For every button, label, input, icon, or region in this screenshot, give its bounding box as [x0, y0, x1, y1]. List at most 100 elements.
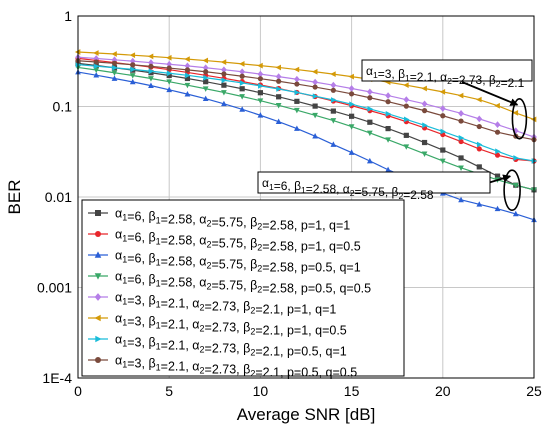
data-point	[184, 82, 191, 89]
data-point	[239, 68, 246, 76]
data-point	[202, 95, 209, 102]
data-point	[458, 165, 464, 171]
data-point	[257, 112, 264, 118]
series-line	[77, 66, 535, 191]
data-point	[367, 95, 373, 101]
data-point	[275, 64, 281, 71]
x-tick-label: 10	[253, 383, 269, 399]
data-point	[330, 118, 337, 124]
annotation-1: α1=3, β1=2.1, α2=2.73, β2=2.1	[361, 59, 533, 140]
series-7	[75, 61, 538, 164]
series-3	[75, 68, 537, 223]
data-point	[403, 82, 409, 89]
data-point	[294, 107, 300, 114]
data-point	[330, 71, 336, 77]
data-point	[166, 86, 173, 93]
series-4	[75, 65, 537, 193]
data-point	[348, 149, 355, 155]
legend-label: α1=6, β1=2.58, α2=5.75, β2=2.58, p=1, q=…	[115, 207, 350, 233]
data-point	[294, 81, 300, 87]
data-point	[439, 158, 446, 165]
data-point	[458, 109, 464, 117]
data-point	[312, 112, 318, 119]
data-point	[276, 94, 282, 100]
data-point	[476, 146, 482, 152]
data-point	[93, 63, 100, 70]
data-point	[294, 75, 300, 83]
y-tick-label: 0.01	[45, 189, 72, 205]
data-point	[93, 55, 100, 62]
data-point	[349, 113, 355, 119]
plot-frame	[77, 15, 535, 379]
data-point	[221, 77, 228, 84]
data-point	[403, 103, 409, 109]
data-point	[495, 148, 501, 155]
legend: α1=6, β1=2.58, α2=5.75, β2=2.58, p=1, q=…	[81, 199, 405, 380]
data-point	[385, 92, 391, 99]
data-point	[366, 88, 373, 96]
data-point	[348, 85, 355, 92]
data-point	[221, 100, 227, 107]
data-point	[111, 60, 118, 66]
legend-label: α1=3, β1=2.1, α2=2.73, β2=2.1, p=1, q=0.…	[115, 312, 347, 338]
data-point	[111, 51, 117, 57]
series-layer	[74, 49, 538, 223]
data-point	[166, 70, 173, 77]
data-point	[166, 54, 172, 61]
data-point	[129, 78, 136, 85]
data-point	[184, 67, 191, 73]
data-point	[202, 86, 209, 92]
data-point	[111, 70, 118, 76]
tick-labels: 0 5 10 15 20 25 1 0.1 0.01 0.001 1E-4	[37, 8, 542, 399]
data-point	[203, 74, 209, 81]
x-tick-label: 0	[74, 383, 82, 399]
data-point	[111, 75, 118, 81]
data-point	[366, 157, 373, 164]
data-point	[148, 76, 154, 82]
data-point	[440, 113, 446, 119]
data-point	[439, 89, 446, 95]
series-line	[77, 60, 535, 141]
x-tick-label: 15	[344, 383, 360, 399]
annotation-text: α1=3, β1=2.1, α2=2.73, β2=2.1	[366, 64, 525, 90]
data-point	[458, 138, 464, 145]
y-tick-label: 1E-4	[42, 370, 72, 386]
data-point	[221, 66, 227, 74]
annotation-box	[361, 59, 533, 82]
data-point	[348, 124, 355, 130]
data-point	[385, 99, 391, 105]
legend-label: α1=3, β1=2.1, α2=2.73, β2=2.1, p=0.5, q=…	[115, 333, 347, 359]
data-point	[93, 50, 99, 56]
series-line	[77, 71, 535, 221]
data-point	[257, 76, 263, 82]
data-point	[312, 93, 319, 100]
data-point	[166, 65, 172, 71]
data-point	[276, 86, 282, 92]
x-tick-label: 5	[165, 383, 173, 399]
data-point	[239, 86, 245, 92]
data-point	[293, 66, 300, 73]
data-point	[440, 128, 446, 135]
data-point	[239, 94, 246, 100]
data-point	[148, 59, 154, 67]
data-point	[130, 62, 136, 68]
data-point	[494, 205, 501, 212]
series-8	[75, 58, 537, 143]
y-tick-label: 1	[64, 8, 72, 24]
data-point	[494, 102, 500, 109]
annotation-box	[257, 171, 491, 194]
legend-item: α1=3, β1=2.1, α2=2.73, β2=2.1, p=0.5, q=…	[88, 333, 347, 359]
legend-label: α1=6, β1=2.58, α2=5.75, β2=2.58, p=1, q=…	[115, 228, 361, 254]
data-point	[330, 81, 337, 89]
series-6	[74, 49, 537, 123]
data-point	[184, 91, 191, 97]
data-point	[129, 52, 136, 59]
annotation-ellipse	[511, 98, 528, 140]
data-point	[112, 64, 118, 71]
data-point	[275, 102, 282, 109]
legend-item: α1=3, β1=2.1, α2=2.73, β2=2.1, p=1, q=1	[88, 291, 336, 317]
legend-marker	[94, 293, 102, 301]
data-point	[220, 59, 227, 66]
data-point	[476, 201, 483, 207]
